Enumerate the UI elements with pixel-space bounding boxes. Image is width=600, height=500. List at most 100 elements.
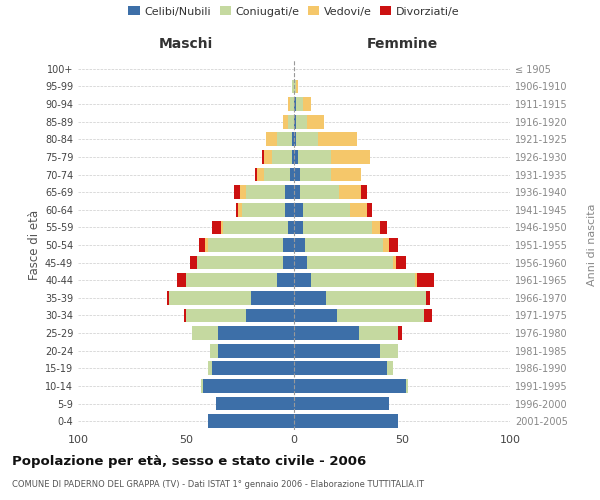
Bar	[294, 274, 311, 287]
Bar	[233, 186, 240, 199]
Text: Maschi: Maschi	[159, 37, 213, 51]
Bar	[367, 203, 372, 216]
Bar	[247, 186, 286, 199]
Bar	[240, 186, 247, 199]
Bar	[242, 203, 286, 216]
Bar	[395, 256, 406, 270]
Bar	[426, 291, 430, 304]
Bar	[223, 220, 287, 234]
Bar	[236, 203, 238, 216]
Bar	[406, 379, 409, 393]
Bar	[294, 220, 302, 234]
Bar	[264, 168, 290, 181]
Bar	[216, 396, 294, 410]
Bar	[290, 97, 294, 111]
Bar	[340, 186, 361, 199]
Bar	[190, 256, 197, 270]
Bar	[257, 168, 264, 181]
Bar	[169, 291, 251, 304]
Bar	[283, 115, 287, 128]
Bar	[398, 326, 402, 340]
Bar	[307, 256, 394, 270]
Bar	[184, 308, 186, 322]
Bar	[292, 150, 294, 164]
Bar	[296, 80, 298, 94]
Bar	[296, 115, 307, 128]
Bar	[294, 186, 301, 199]
Bar	[199, 238, 205, 252]
Bar	[247, 308, 294, 322]
Bar	[292, 80, 294, 94]
Bar	[301, 168, 331, 181]
Bar	[167, 291, 169, 304]
Text: Anni di nascita: Anni di nascita	[587, 204, 597, 286]
Bar	[372, 220, 380, 234]
Text: Femmine: Femmine	[367, 37, 437, 51]
Bar	[208, 238, 283, 252]
Bar	[212, 362, 294, 375]
Bar	[294, 203, 302, 216]
Bar	[221, 220, 223, 234]
Bar	[302, 220, 372, 234]
Bar	[294, 97, 296, 111]
Bar	[326, 291, 426, 304]
Text: Popolazione per età, sesso e stato civile - 2006: Popolazione per età, sesso e stato civil…	[12, 455, 366, 468]
Bar	[294, 80, 296, 94]
Bar	[424, 308, 432, 322]
Bar	[387, 362, 394, 375]
Bar	[417, 274, 434, 287]
Bar	[294, 344, 380, 358]
Bar	[294, 414, 398, 428]
Bar	[251, 291, 294, 304]
Bar	[389, 238, 398, 252]
Bar	[201, 379, 203, 393]
Bar	[208, 414, 294, 428]
Bar	[294, 379, 406, 393]
Bar	[302, 97, 311, 111]
Bar	[197, 256, 283, 270]
Bar	[294, 308, 337, 322]
Bar	[318, 132, 356, 146]
Y-axis label: Fasce di età: Fasce di età	[28, 210, 41, 280]
Bar	[287, 220, 294, 234]
Bar	[266, 132, 277, 146]
Bar	[394, 256, 395, 270]
Bar	[305, 238, 383, 252]
Bar	[380, 344, 398, 358]
Bar	[290, 168, 294, 181]
Bar	[272, 150, 292, 164]
Bar	[203, 379, 294, 393]
Text: COMUNE DI PADERNO DEL GRAPPA (TV) - Dati ISTAT 1° gennaio 2006 - Elaborazione TU: COMUNE DI PADERNO DEL GRAPPA (TV) - Dati…	[12, 480, 424, 489]
Bar	[337, 308, 424, 322]
Bar	[331, 150, 370, 164]
Bar	[294, 150, 298, 164]
Bar	[292, 132, 294, 146]
Bar	[283, 256, 294, 270]
Bar	[294, 132, 296, 146]
Bar	[307, 115, 324, 128]
Bar	[186, 274, 277, 287]
Bar	[218, 326, 294, 340]
Bar	[287, 97, 290, 111]
Bar	[361, 186, 367, 199]
Bar	[383, 238, 389, 252]
Bar	[415, 274, 417, 287]
Bar	[212, 220, 221, 234]
Bar	[294, 115, 296, 128]
Bar	[255, 168, 257, 181]
Bar	[186, 308, 247, 322]
Bar	[238, 203, 242, 216]
Bar	[262, 150, 264, 164]
Legend: Celibi/Nubili, Coniugati/e, Vedovi/e, Divorziati/e: Celibi/Nubili, Coniugati/e, Vedovi/e, Di…	[124, 2, 464, 21]
Bar	[311, 274, 415, 287]
Bar	[286, 203, 294, 216]
Bar	[287, 115, 294, 128]
Bar	[296, 132, 318, 146]
Bar	[302, 203, 350, 216]
Bar	[277, 132, 292, 146]
Bar	[298, 150, 331, 164]
Bar	[294, 396, 389, 410]
Bar	[210, 344, 218, 358]
Bar	[193, 326, 218, 340]
Bar	[294, 291, 326, 304]
